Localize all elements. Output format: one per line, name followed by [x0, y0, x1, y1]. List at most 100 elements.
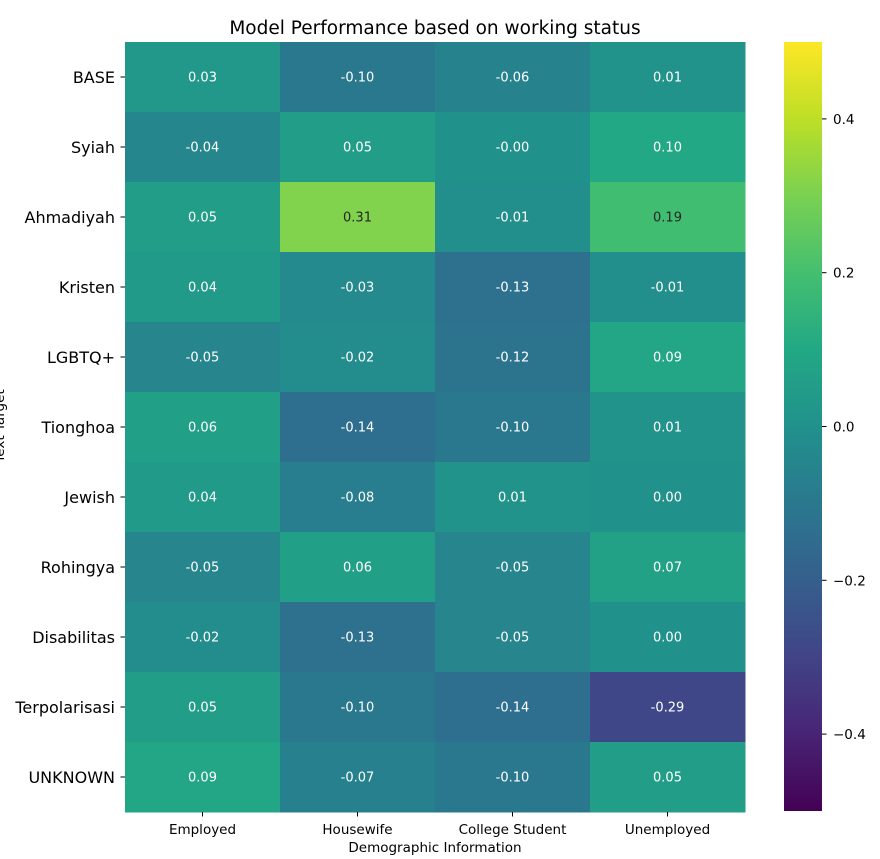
x-axis: Employed Housewife College Student Unemploy…: [169, 812, 710, 838]
y-tick-label: Kristen: [59, 278, 115, 297]
heatmap-cell: [435, 742, 591, 813]
heatmap-cell: [125, 42, 281, 113]
heatmap-cell: [280, 742, 436, 813]
heatmap-cell: [435, 462, 591, 533]
colorbar-tick-label: −0.2: [833, 573, 866, 589]
cell-value-label: -0.14: [496, 701, 530, 716]
cell-value-label: 0.00: [653, 491, 682, 506]
cell-value-label: 0.04: [188, 491, 217, 506]
y-tick-label: LGBTQ+: [47, 348, 115, 367]
cell-value-label: -0.05: [496, 561, 530, 576]
heatmap-cell: [125, 602, 281, 673]
y-tick-label: BASE: [73, 68, 115, 87]
colorbar-ticks: 0.4 0.2 0.0 −0.2 −0.4: [822, 112, 866, 743]
cell-value-label: -0.04: [186, 141, 220, 156]
heatmap-cell: [590, 182, 746, 253]
y-tick-label: Syiah: [71, 138, 115, 157]
heatmap-cell: [280, 112, 436, 183]
chart-title: Model Performance based on working statu…: [229, 18, 640, 39]
heatmap-cell: [435, 672, 591, 743]
cell-value-label: -0.10: [341, 701, 375, 716]
cell-value-label: 0.03: [188, 71, 217, 86]
colorbar-tick-label: 0.0: [833, 420, 854, 436]
heatmap-cell: [590, 462, 746, 533]
heatmap-cell: [590, 392, 746, 463]
y-tick-label: Jewish: [63, 488, 115, 507]
cell-value-label: 0.19: [653, 211, 682, 226]
heatmap-cell: [125, 392, 281, 463]
colorbar-tick-label: 0.4: [833, 112, 854, 128]
heatmap-cell: [125, 672, 281, 743]
cell-value-label: 0.07: [653, 561, 682, 576]
y-tick-label: Rohingya: [41, 558, 115, 577]
y-tick-label: Ahmadiyah: [25, 208, 116, 227]
colorbar-tick-label: 0.2: [833, 266, 854, 282]
x-tick-label: Unemployed: [625, 822, 710, 838]
heatmap-cell: [125, 112, 281, 183]
x-axis-label: Demographic Information: [348, 840, 521, 856]
y-tick-label: UNKNOWN: [28, 768, 115, 787]
heatmap-cell: [280, 602, 436, 673]
cell-value-label: 0.06: [343, 561, 372, 576]
x-tick-label: College Student: [459, 822, 567, 838]
heatmap-cell: [590, 742, 746, 813]
heatmap-cell: [280, 42, 436, 113]
cell-value-label: 0.05: [188, 211, 217, 226]
heatmap-cell: [590, 252, 746, 323]
heatmap-cell: [125, 252, 281, 323]
heatmap-cell: [125, 742, 281, 813]
heatmap-cell: [280, 392, 436, 463]
heatmap-cell: [435, 252, 591, 323]
y-tick-label: Disabilitas: [32, 628, 115, 647]
heatmap-cell: [280, 532, 436, 603]
heatmap-cell: [435, 392, 591, 463]
cell-value-label: -0.29: [651, 701, 685, 716]
heatmap-cell: [125, 182, 281, 253]
heatmap-cell: [590, 532, 746, 603]
cell-value-label: 0.01: [653, 71, 682, 86]
heatmap-cell: [125, 532, 281, 603]
cell-value-label: 0.06: [188, 421, 217, 436]
heatmap-cell: [435, 602, 591, 673]
cell-value-label: -0.05: [186, 561, 220, 576]
cell-value-label: -0.05: [496, 631, 530, 646]
y-tick-label: Terpolarisasi: [14, 698, 115, 717]
heatmap-cell: [435, 42, 591, 113]
cell-value-label: -0.01: [651, 281, 685, 296]
heatmap-cell: [590, 42, 746, 113]
cell-value-label: -0.10: [496, 771, 530, 786]
cell-value-label: 0.31: [343, 211, 372, 226]
heatmap-cells: [125, 42, 746, 813]
cell-value-label: -0.07: [341, 771, 375, 786]
cell-value-label: -0.13: [341, 631, 375, 646]
cell-value-label: -0.05: [186, 351, 220, 366]
cell-value-label: -0.13: [496, 281, 530, 296]
heatmap-cell: [435, 182, 591, 253]
cell-value-label: 0.09: [653, 351, 682, 366]
heatmap-cell: [590, 322, 746, 393]
heatmap-cell: [435, 322, 591, 393]
y-axis-label: Text Target: [0, 389, 8, 463]
heatmap-cell: [280, 462, 436, 533]
x-tick-label: Employed: [169, 822, 236, 838]
heatmap-cell: [280, 252, 436, 323]
heatmap-cell: [280, 322, 436, 393]
cell-value-label: 0.00: [653, 631, 682, 646]
colorbar: [784, 42, 822, 811]
cell-value-label: -0.10: [496, 421, 530, 436]
cell-value-label: 0.05: [343, 141, 372, 156]
heatmap-cell: [280, 672, 436, 743]
cell-value-label: 0.04: [188, 281, 217, 296]
colorbar-tick-label: −0.4: [833, 727, 866, 743]
heatmap-cell: [125, 322, 281, 393]
cell-value-label: -0.12: [496, 351, 530, 366]
heatmap-cell: [435, 112, 591, 183]
cell-value-label: -0.06: [496, 71, 530, 86]
cell-value-label: 0.10: [653, 141, 682, 156]
y-tick-label: Tionghoa: [40, 418, 115, 437]
cell-value-label: 0.09: [188, 771, 217, 786]
cell-value-label: 0.05: [653, 771, 682, 786]
cell-value-label: -0.00: [496, 141, 530, 156]
cell-value-label: -0.14: [341, 421, 375, 436]
